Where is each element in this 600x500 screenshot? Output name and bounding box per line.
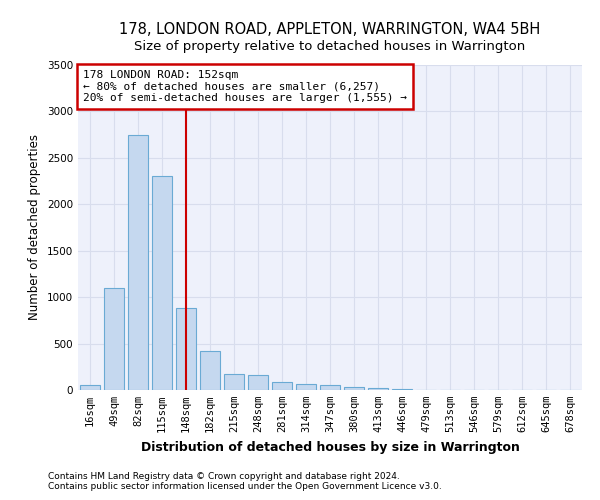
Bar xyxy=(200,351,220,390)
Text: 178 LONDON ROAD: 152sqm
← 80% of detached houses are smaller (6,257)
20% of semi: 178 LONDON ROAD: 152sqm ← 80% of detache… xyxy=(83,70,407,103)
Bar xyxy=(80,386,100,390)
Bar xyxy=(104,288,124,390)
Bar xyxy=(272,382,292,390)
Text: Contains HM Land Registry data © Crown copyright and database right 2024.: Contains HM Land Registry data © Crown c… xyxy=(48,472,400,481)
Bar xyxy=(392,389,412,390)
Bar xyxy=(296,384,316,390)
Bar xyxy=(128,134,148,390)
Text: 178, LONDON ROAD, APPLETON, WARRINGTON, WA4 5BH: 178, LONDON ROAD, APPLETON, WARRINGTON, … xyxy=(119,22,541,38)
Bar xyxy=(368,388,388,390)
Text: Contains public sector information licensed under the Open Government Licence v3: Contains public sector information licen… xyxy=(48,482,442,491)
Y-axis label: Number of detached properties: Number of detached properties xyxy=(28,134,41,320)
Bar xyxy=(320,385,340,390)
X-axis label: Distribution of detached houses by size in Warrington: Distribution of detached houses by size … xyxy=(140,440,520,454)
Bar xyxy=(344,387,364,390)
Bar xyxy=(152,176,172,390)
Text: Size of property relative to detached houses in Warrington: Size of property relative to detached ho… xyxy=(134,40,526,53)
Bar xyxy=(176,308,196,390)
Bar xyxy=(224,374,244,390)
Bar xyxy=(248,374,268,390)
